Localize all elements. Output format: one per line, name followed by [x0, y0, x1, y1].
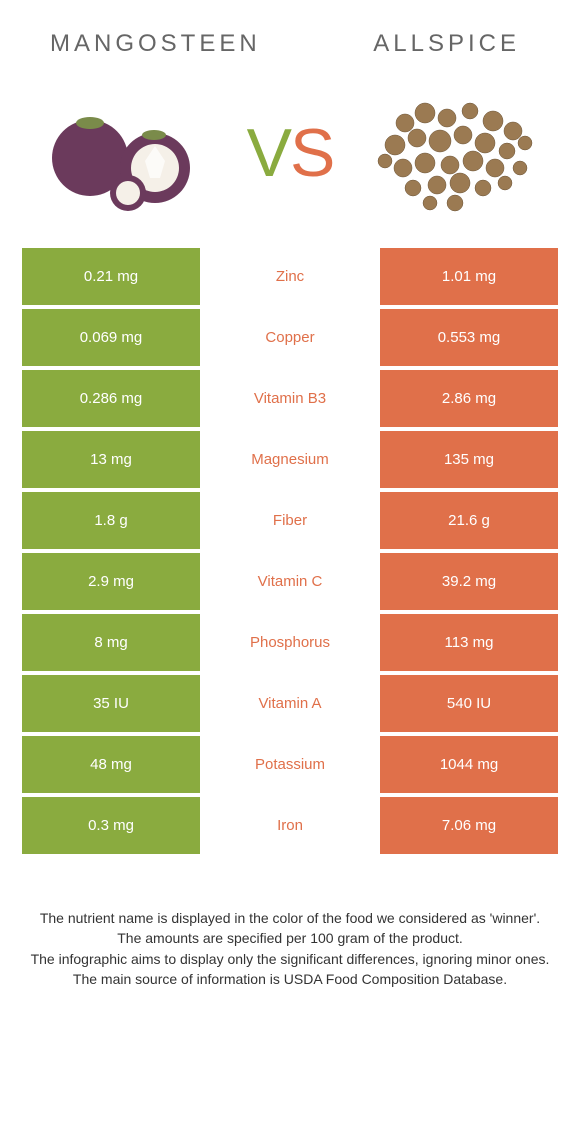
vs-v: V — [247, 115, 290, 191]
left-value: 35 IU — [22, 675, 200, 732]
footer-line: The infographic aims to display only the… — [30, 949, 550, 969]
table-row: 0.21 mgZinc1.01 mg — [22, 248, 558, 305]
left-value: 1.8 g — [22, 492, 200, 549]
right-food-title: Allspice — [373, 30, 520, 58]
footer-notes: The nutrient name is displayed in the co… — [0, 858, 580, 989]
nutrient-name: Vitamin B3 — [200, 370, 380, 427]
nutrient-name: Vitamin A — [200, 675, 380, 732]
table-row: 0.069 mgCopper0.553 mg — [22, 309, 558, 366]
right-value: 21.6 g — [380, 492, 558, 549]
table-row: 8 mgPhosphorus113 mg — [22, 614, 558, 671]
nutrient-name: Vitamin C — [200, 553, 380, 610]
right-value: 135 mg — [380, 431, 558, 488]
left-value: 8 mg — [22, 614, 200, 671]
right-value: 1044 mg — [380, 736, 558, 793]
mangosteen-image — [30, 78, 220, 228]
right-value: 540 IU — [380, 675, 558, 732]
table-row: 0.3 mgIron7.06 mg — [22, 797, 558, 854]
table-row: 48 mgPotassium1044 mg — [22, 736, 558, 793]
footer-line: The amounts are specified per 100 gram o… — [30, 928, 550, 948]
left-value: 0.21 mg — [22, 248, 200, 305]
nutrient-name: Fiber — [200, 492, 380, 549]
nutrient-name: Potassium — [200, 736, 380, 793]
nutrient-name: Iron — [200, 797, 380, 854]
allspice-image — [360, 78, 550, 228]
right-value: 113 mg — [380, 614, 558, 671]
comparison-table: 0.21 mgZinc1.01 mg0.069 mgCopper0.553 mg… — [0, 248, 580, 854]
left-food-title: Mangosteen — [50, 30, 261, 58]
right-value: 7.06 mg — [380, 797, 558, 854]
table-row: 2.9 mgVitamin C39.2 mg — [22, 553, 558, 610]
left-value: 13 mg — [22, 431, 200, 488]
footer-line: The nutrient name is displayed in the co… — [30, 908, 550, 928]
nutrient-name: Zinc — [200, 248, 380, 305]
right-value: 2.86 mg — [380, 370, 558, 427]
nutrient-name: Copper — [200, 309, 380, 366]
images-row: VS — [0, 68, 580, 248]
table-row: 13 mgMagnesium135 mg — [22, 431, 558, 488]
nutrient-name: Phosphorus — [200, 614, 380, 671]
table-row: 35 IUVitamin A540 IU — [22, 675, 558, 732]
right-value: 39.2 mg — [380, 553, 558, 610]
footer-line: The main source of information is USDA F… — [30, 969, 550, 989]
vs-label: VS — [247, 114, 334, 192]
left-value: 48 mg — [22, 736, 200, 793]
nutrient-name: Magnesium — [200, 431, 380, 488]
table-row: 0.286 mgVitamin B32.86 mg — [22, 370, 558, 427]
right-value: 1.01 mg — [380, 248, 558, 305]
left-value: 2.9 mg — [22, 553, 200, 610]
left-value: 0.286 mg — [22, 370, 200, 427]
table-row: 1.8 gFiber21.6 g — [22, 492, 558, 549]
header: Mangosteen Allspice — [0, 0, 580, 68]
right-value: 0.553 mg — [380, 309, 558, 366]
left-value: 0.069 mg — [22, 309, 200, 366]
left-value: 0.3 mg — [22, 797, 200, 854]
vs-s: S — [290, 115, 333, 191]
